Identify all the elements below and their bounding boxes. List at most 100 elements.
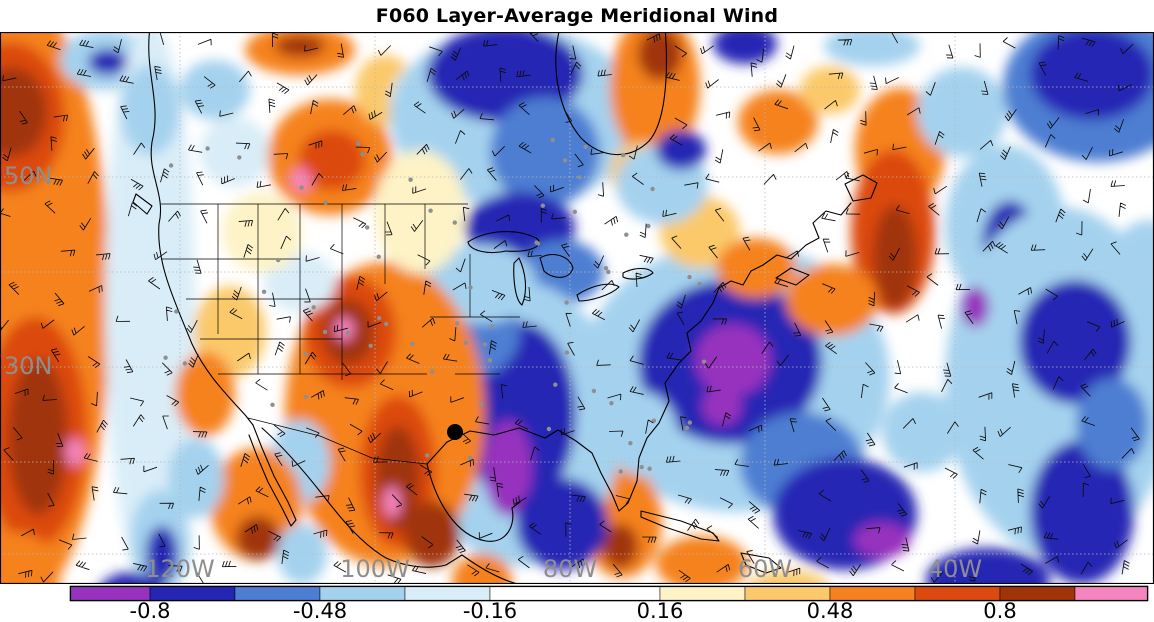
station-dot: [365, 225, 370, 230]
station-dot: [651, 418, 657, 423]
station-dot: [237, 155, 242, 160]
station-dot: [482, 342, 488, 347]
station-dot: [276, 257, 281, 263]
station-dot: [618, 469, 623, 474]
station-dot: [356, 141, 361, 146]
longitude-label: 120W: [145, 555, 215, 583]
station-dot: [553, 382, 558, 387]
coastline: [426, 254, 792, 512]
coastline: [539, 254, 574, 278]
station-dot: [624, 232, 629, 237]
longitude-label: 100W: [340, 555, 410, 583]
coastline: [426, 463, 521, 542]
station-dot: [646, 223, 651, 229]
station-dot: [591, 388, 597, 394]
station-dot: [647, 466, 652, 471]
station-dot: [303, 352, 308, 357]
station-dot: [621, 152, 626, 158]
station-dot: [487, 358, 493, 363]
coastline: [467, 231, 540, 254]
colorbar-tick-label: 0.48: [807, 599, 854, 622]
station-dot: [261, 289, 267, 294]
point-marker: [447, 424, 463, 440]
station-dot: [609, 401, 614, 406]
station-dot: [546, 426, 552, 432]
coastline: [640, 510, 720, 542]
station-dot: [168, 163, 174, 168]
station-dot: [322, 329, 328, 335]
coastline: [775, 267, 810, 286]
coastline: [148, 32, 254, 426]
coastline: [790, 202, 852, 260]
longitude-label: 40W: [928, 555, 982, 583]
station-dot: [377, 316, 382, 321]
station-dot: [368, 343, 373, 348]
station-dot: [454, 321, 460, 326]
station-dot: [606, 269, 611, 275]
colorbar-tick-label: 0.8: [983, 599, 1016, 622]
coastline: [844, 174, 878, 202]
colorbar: -0.8 -0.48 -0.16 0.16 0.48 0.8: [69, 585, 1149, 622]
coastline: [513, 257, 527, 306]
weather-map: 50N 30N 120W 100W 80W 60W 40W: [0, 32, 1154, 584]
station-dot: [163, 355, 168, 360]
station-dot: [650, 186, 655, 192]
station-dot: [205, 146, 210, 151]
station-dot: [687, 420, 692, 425]
station-dot: [572, 209, 577, 214]
station-dot: [323, 200, 328, 205]
station-dot: [425, 453, 430, 458]
station-dot: [478, 401, 484, 406]
station-dot: [684, 425, 690, 431]
station-dot: [562, 158, 568, 163]
station-dot: [550, 137, 555, 143]
station-dot: [577, 175, 582, 180]
station-dot: [303, 394, 309, 399]
title-row: F060 Layer-Average Meridional Wind: [0, 0, 1154, 32]
station-dot: [628, 441, 633, 446]
coastline: [461, 554, 521, 584]
colorbar-tick-label: -0.8: [130, 599, 171, 622]
coastline: [622, 267, 654, 280]
coastline: [248, 424, 297, 527]
colorbar-tick-label: 0.16: [637, 599, 684, 622]
station-dot: [701, 359, 707, 364]
station-dot: [687, 274, 692, 280]
station-dot: [452, 220, 457, 225]
latitude-label: 30N: [4, 352, 53, 380]
station-dot: [540, 203, 545, 208]
coastline: [740, 552, 782, 574]
coastline: [576, 283, 620, 302]
station-dot: [564, 350, 570, 355]
longitude-label: 80W: [543, 555, 597, 583]
station-dot: [360, 152, 365, 157]
state-border: [247, 417, 428, 465]
station-dot: [603, 266, 609, 271]
station-dot: [408, 177, 413, 182]
station-dot: [463, 340, 468, 345]
colorbar-tick-label: -0.16: [463, 599, 517, 622]
station-dot: [535, 241, 541, 246]
coastline: [132, 193, 153, 215]
station-dot: [564, 300, 569, 305]
station-dot: [410, 341, 415, 346]
longitude-label: 60W: [738, 555, 792, 583]
colorbar-frame: [69, 585, 1149, 602]
station-dot: [345, 330, 351, 336]
coastline: [555, 32, 667, 156]
wind-barbs: [0, 32, 1140, 584]
station-dot: [468, 285, 473, 290]
station-dot: [299, 185, 304, 190]
station-dot: [468, 455, 473, 461]
station-dot: [311, 305, 316, 310]
station-dot: [583, 144, 588, 150]
chart-title: F060 Layer-Average Meridional Wind: [375, 5, 779, 27]
station-dot: [697, 281, 702, 287]
station-dot: [430, 369, 435, 374]
station-dot: [182, 361, 188, 366]
latitude-label: 50N: [4, 162, 53, 190]
station-dot: [428, 208, 433, 213]
station-dot: [639, 464, 644, 470]
station-dot: [489, 324, 495, 329]
